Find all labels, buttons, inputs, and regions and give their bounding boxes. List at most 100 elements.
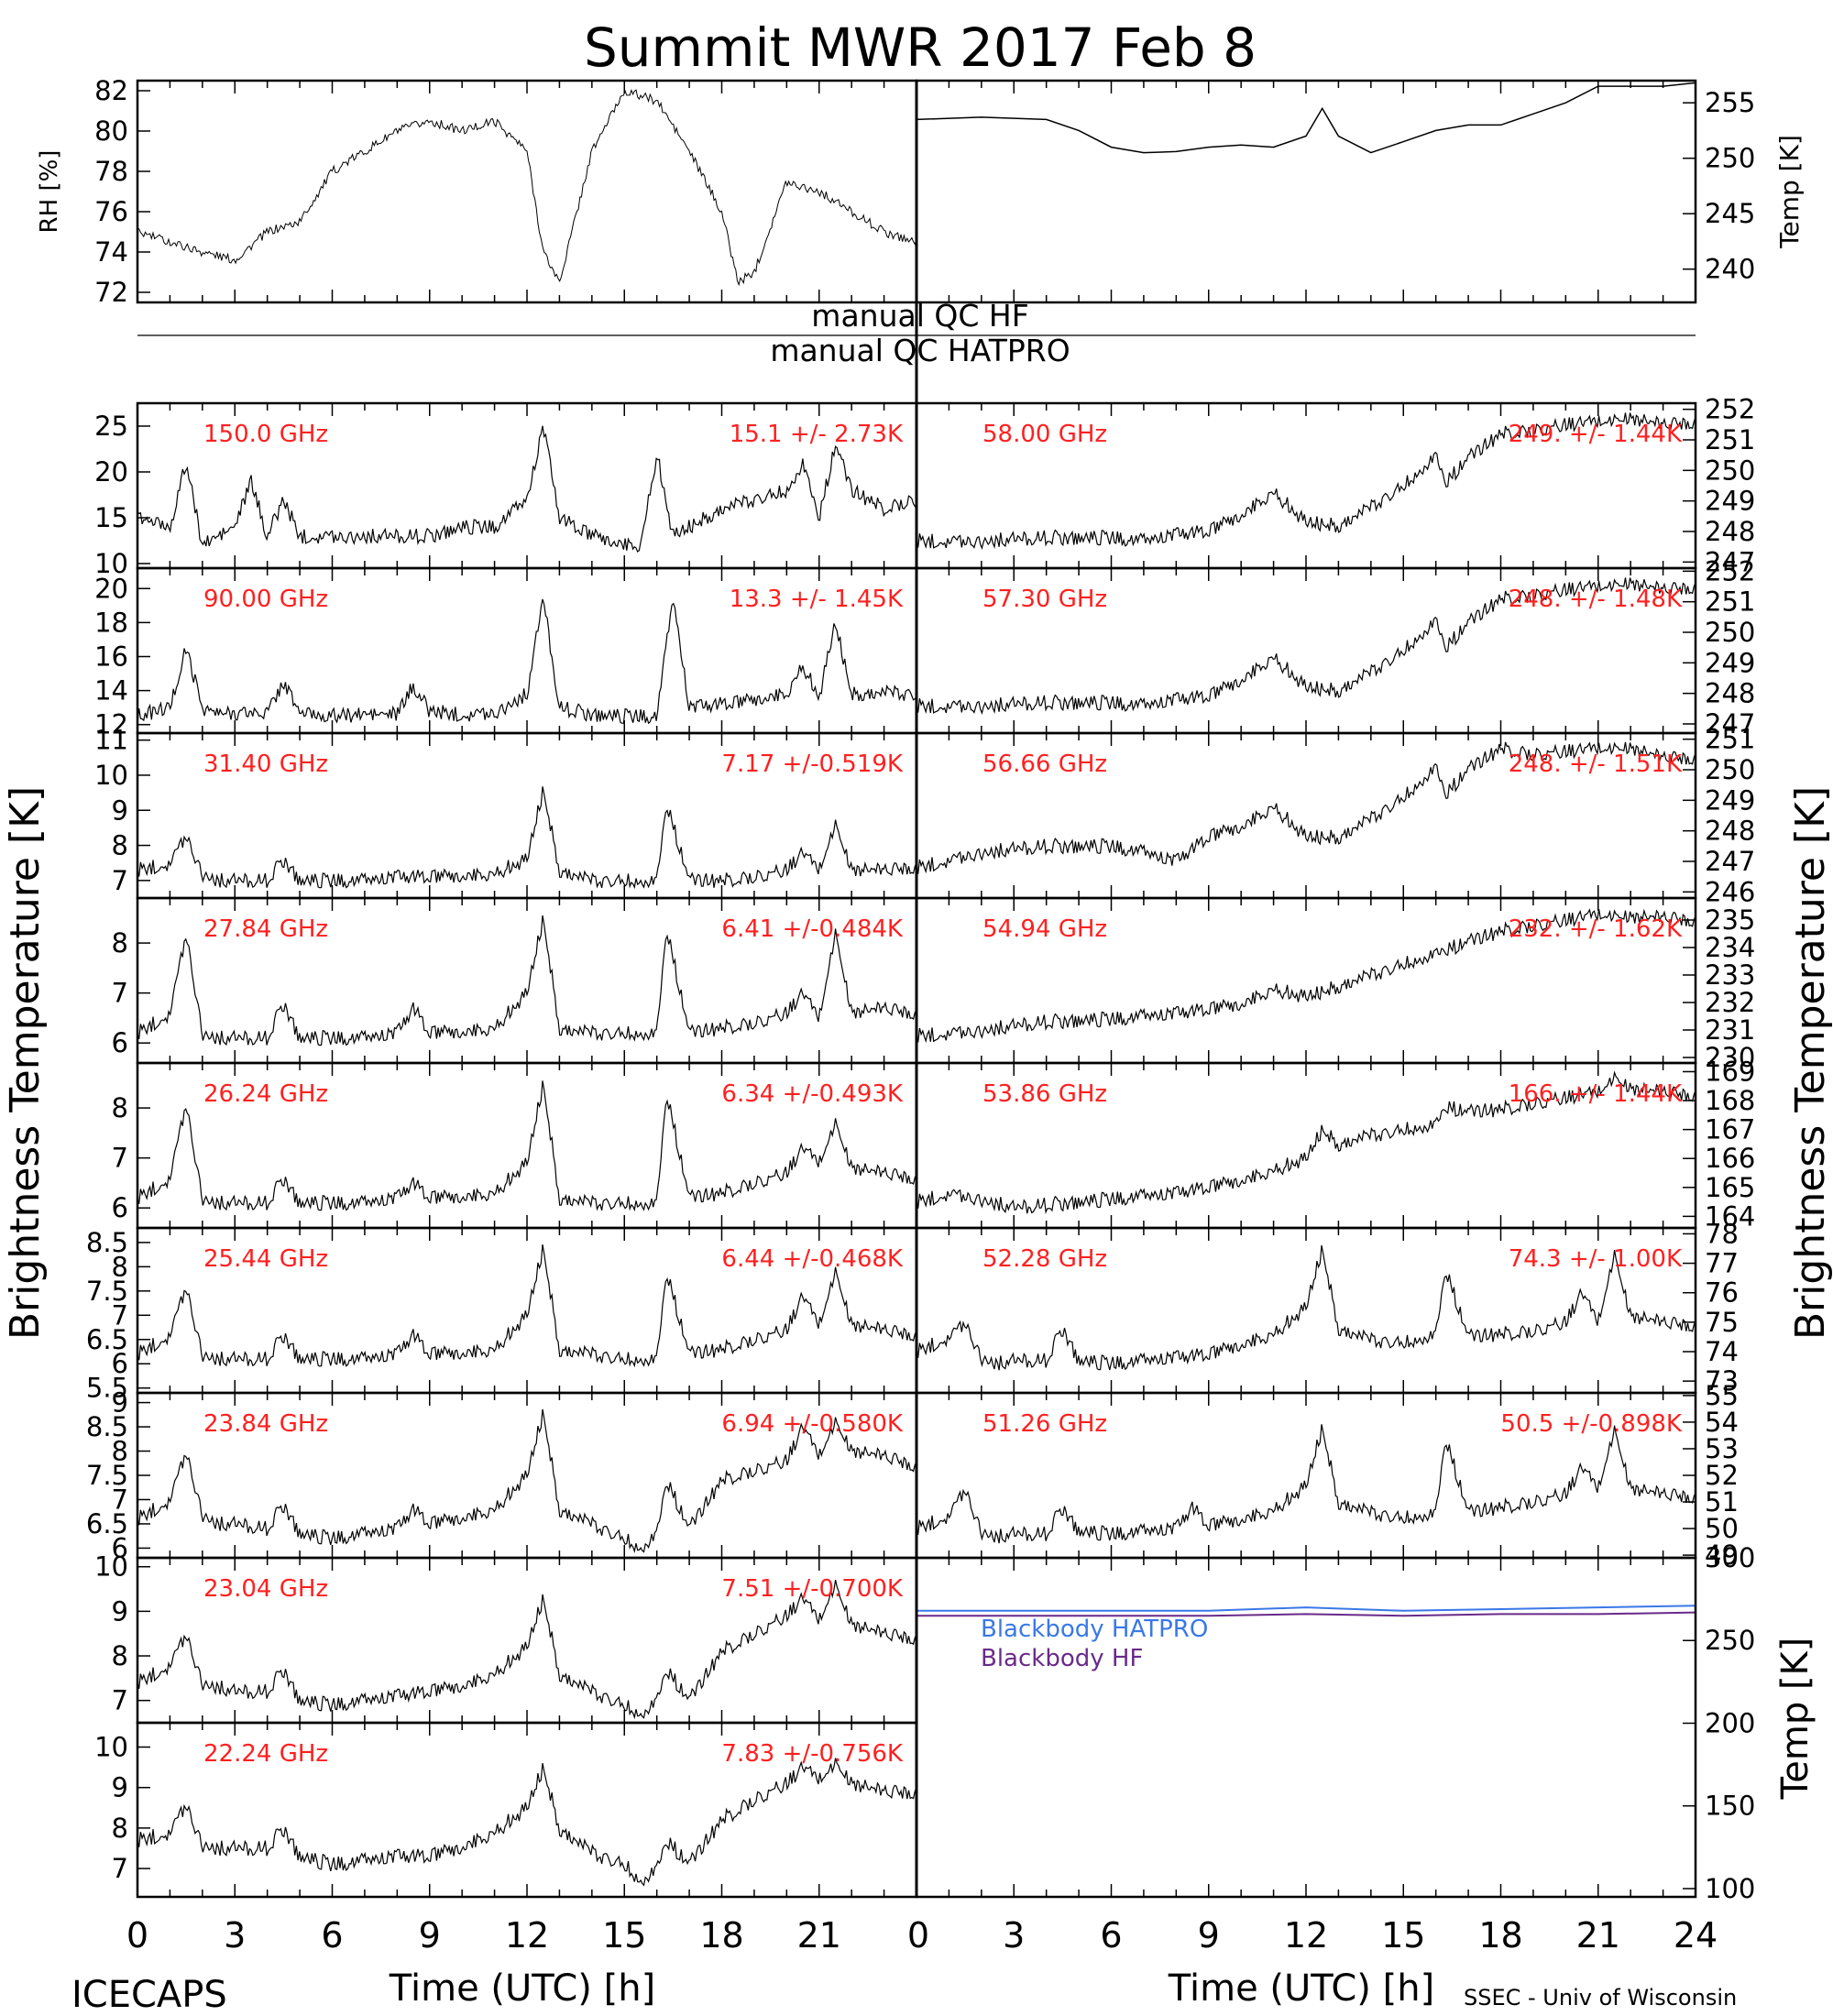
frequency-label: 52.28 GHz xyxy=(982,1245,1107,1273)
x-tick-label: 12 xyxy=(505,1915,549,1956)
y-tick-label: 25 xyxy=(94,411,128,442)
stat-label: 6.34 +/-0.493K xyxy=(721,1080,904,1108)
y-tick-label: 10 xyxy=(94,548,128,579)
y-tick-label: 249 xyxy=(1705,486,1755,517)
y-tick-label: 55 xyxy=(1705,1380,1739,1411)
frequency-label: 54.94 GHz xyxy=(982,915,1107,943)
y-tick-label: 250 xyxy=(1705,1625,1755,1656)
y-tick-label: 78 xyxy=(1705,1218,1739,1249)
series-line-ch5228 xyxy=(916,1244,1696,1371)
y-tick-label: 251 xyxy=(1705,586,1755,618)
panel-ch2304: 7 8 9 10 23.04 GHz 7.51 +/-0.700K xyxy=(94,1551,918,1725)
series-line-ch2784 xyxy=(137,915,916,1046)
frequency-label: 31.40 GHz xyxy=(203,751,328,778)
x-tick-label: 3 xyxy=(1003,1915,1025,1956)
y-tick-label: 9 xyxy=(112,794,128,826)
y-tick-label: 7 xyxy=(112,865,128,896)
y-tick-label: 54 xyxy=(1705,1407,1739,1438)
stat-label: 74.3 +/- 1.00K xyxy=(1509,1245,1683,1273)
x-tick-label: 6 xyxy=(1100,1915,1122,1956)
y-tick-label: 73 xyxy=(1705,1365,1739,1397)
panel-temp: 240 245 250 255 xyxy=(915,79,1755,304)
y-tick-label: 247 xyxy=(1705,708,1755,740)
frequency-label: 23.04 GHz xyxy=(203,1575,328,1603)
y-tick-label: 231 xyxy=(1705,1014,1755,1046)
series-line-temp xyxy=(916,82,1696,154)
stat-label: 249. +/- 1.44K xyxy=(1509,421,1683,448)
y-tick-label: 300 xyxy=(1705,1542,1755,1573)
plot-frame-bb xyxy=(915,1556,1697,1899)
y-tick-label: 7 xyxy=(112,1484,128,1515)
series-line-ch5666 xyxy=(916,741,1696,874)
y-tick-label: 252 xyxy=(1705,555,1755,586)
y-tick-label: 235 xyxy=(1705,904,1755,936)
stat-label: 166. +/- 1.44K xyxy=(1509,1080,1683,1108)
y-tick-label: 8.5 xyxy=(86,1227,128,1258)
y-tick-label: 234 xyxy=(1705,932,1755,963)
y-tick-label: 8.5 xyxy=(86,1411,128,1442)
y-tick-label: 6 xyxy=(112,1532,128,1563)
x-axis-title-right: Time (UTC) [h] xyxy=(1168,1967,1434,2010)
frequency-label: 150.0 GHz xyxy=(203,421,328,448)
x-tick-label: 0 xyxy=(907,1915,929,1956)
y-tick-label: 240 xyxy=(1705,254,1755,285)
x-tick-label: 18 xyxy=(1478,1915,1522,1956)
panel-rh: 72 74 76 78 80 82 xyxy=(94,75,918,308)
y-tick-label: 247 xyxy=(1705,846,1755,877)
y-tick-label: 53 xyxy=(1705,1433,1739,1464)
left-y-axis-title: Brightness Temperature [K] xyxy=(2,786,49,1340)
y-tick-label: 249 xyxy=(1705,647,1755,678)
y-tick-label: 7 xyxy=(112,1143,128,1174)
y-tick-label: 9 xyxy=(112,1387,128,1419)
y-tick-label: 6 xyxy=(112,1348,128,1379)
panel-ch2224: 7 8 9 10 22.24 GHz 7.83 +/-0.756K xyxy=(94,1721,918,1899)
series-line-ch2384 xyxy=(137,1408,916,1554)
frequency-label: 58.00 GHz xyxy=(982,421,1107,448)
y-tick-label: 249 xyxy=(1705,784,1755,816)
y-tick-label: 16 xyxy=(94,641,128,672)
right-y-axis-title: Brightness Temperature [K] xyxy=(1787,786,1833,1340)
frequency-label: 25.44 GHz xyxy=(203,1245,328,1273)
rh-axis-title: RH [%] xyxy=(36,150,63,234)
y-tick-label: 7 xyxy=(112,978,128,1009)
y-tick-label: 76 xyxy=(94,196,128,227)
y-tick-label: 74 xyxy=(1705,1336,1739,1367)
y-tick-label: 252 xyxy=(1705,394,1755,425)
footer-right-label: SSEC - Univ of Wisconsin xyxy=(1464,1985,1737,2011)
legend-blackbody-hatpro: Blackbody HATPRO xyxy=(981,1616,1208,1643)
x-tick-label: 12 xyxy=(1284,1915,1328,1956)
plot-frame-temp xyxy=(915,79,1697,304)
y-tick-label: 77 xyxy=(1705,1248,1739,1279)
x-tick-label: 9 xyxy=(419,1915,441,1956)
y-tick-label: 6 xyxy=(112,1027,128,1058)
stat-label: 248. +/- 1.48K xyxy=(1509,586,1683,613)
series-line-ch2544 xyxy=(137,1244,916,1368)
y-tick-label: 247 xyxy=(1705,546,1755,577)
x-tick-label: 3 xyxy=(224,1915,246,1956)
y-tick-label: 246 xyxy=(1705,876,1755,907)
y-tick-label: 76 xyxy=(1705,1277,1739,1309)
legend-blackbody-hf: Blackbody HF xyxy=(981,1645,1143,1672)
y-tick-label: 8 xyxy=(112,1813,128,1844)
stat-label: 7.83 +/-0.756K xyxy=(721,1740,904,1768)
y-tick-label: 14 xyxy=(94,675,128,707)
stat-label: 7.17 +/-0.519K xyxy=(721,751,904,778)
y-tick-label: 8 xyxy=(112,1251,128,1282)
qc-section: manual QC HF manual QC HATPRO xyxy=(137,298,1696,368)
footer-left-label: ICECAPS xyxy=(71,1974,227,2016)
series-line-ch2224 xyxy=(137,1758,916,1887)
y-tick-label: 167 xyxy=(1705,1114,1755,1145)
stat-label: 6.41 +/-0.484K xyxy=(721,915,904,943)
x-tick-label: 21 xyxy=(797,1915,841,1956)
y-tick-label: 251 xyxy=(1705,424,1755,455)
stat-label: 7.51 +/-0.700K xyxy=(721,1575,904,1603)
y-tick-label: 52 xyxy=(1705,1460,1739,1491)
series-line-ch5386 xyxy=(916,1070,1696,1214)
